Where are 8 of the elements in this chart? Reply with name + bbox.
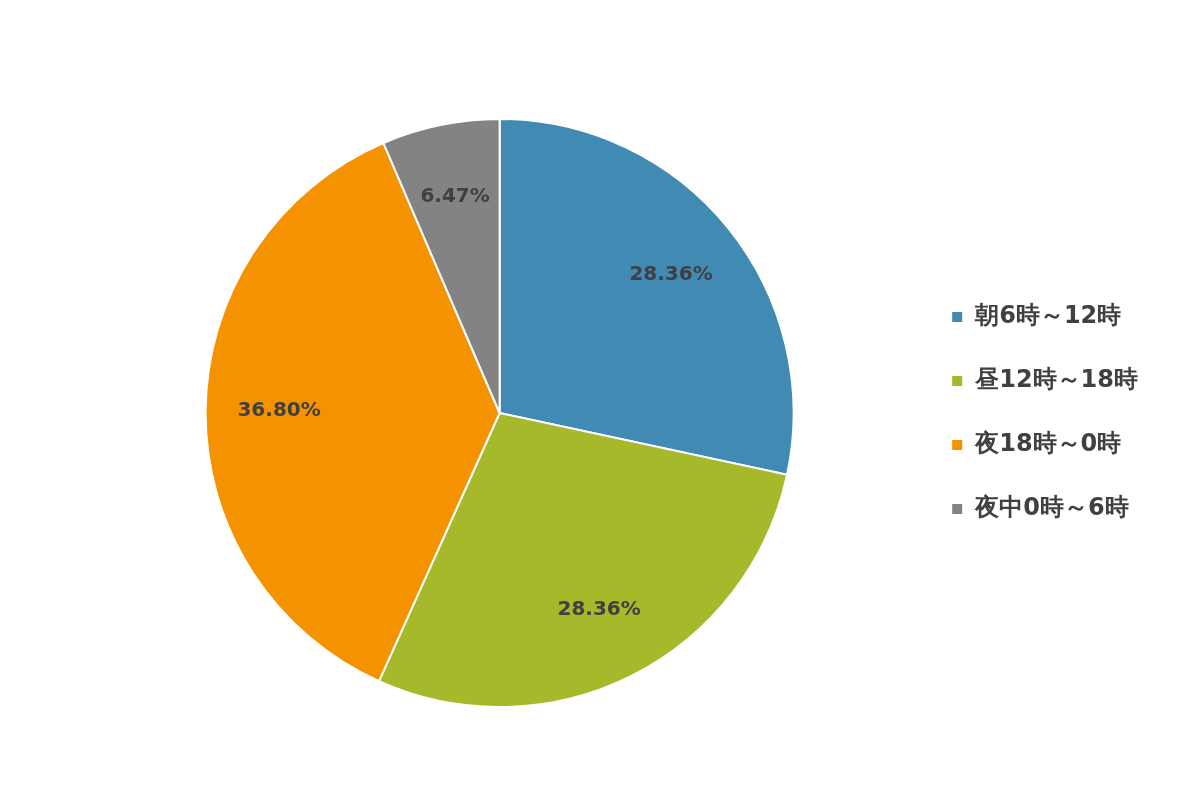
- legend-label: 昼12時～18時: [974, 365, 1138, 394]
- legend-label: 夜中0時～6時: [974, 493, 1129, 522]
- data-label: 36.80%: [237, 397, 321, 422]
- data-label: 6.47%: [420, 183, 490, 208]
- legend-label: 朝6時～12時: [974, 301, 1122, 330]
- data-label: 28.36%: [557, 595, 641, 620]
- legend-label: 夜18時～0時: [974, 429, 1122, 458]
- data-label: 28.36%: [629, 260, 713, 285]
